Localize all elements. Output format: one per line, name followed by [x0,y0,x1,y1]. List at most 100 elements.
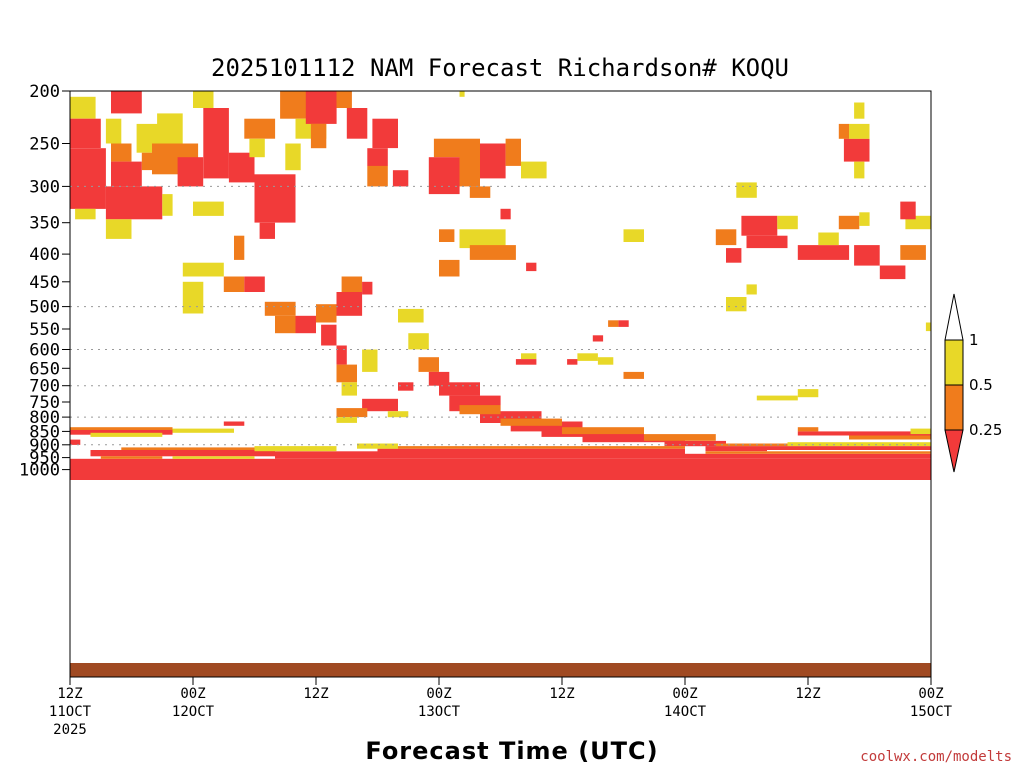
ytick-label: 500 [29,298,60,318]
ri-cell-orange [715,443,788,447]
ytick-label: 750 [29,393,60,413]
ri-cell-orange [608,320,619,327]
ri-cell-red [254,174,296,223]
ri-cell-orange [838,215,860,230]
ri-cell-red [398,382,414,391]
ri-cell-red [223,421,245,426]
colorbar-level-label: 0.5 [969,376,993,394]
ri-cell-red [582,435,685,443]
ytick-label: 250 [29,135,60,155]
ri-cell-red [746,235,788,249]
pressure-axis: 200 250 300 350 400 450 5005506006507007508008… [19,82,70,481]
ri-cell-yellow [193,91,214,108]
xtick-label: 12Z [57,686,82,702]
ri-cell-red [362,398,398,412]
xtick-label: 14OCT [664,704,707,720]
ri-cell-red [111,161,142,187]
ri-cell-yellow [925,322,931,332]
ri-cell-red [592,335,604,342]
ytick-label: 900 [29,436,60,456]
ri-cell-orange [715,229,737,246]
ri-cell-yellow [172,456,255,459]
ri-cell-yellow [854,161,865,179]
ri-cell-orange [838,123,850,139]
ri-cell-red [843,138,870,162]
ri-cell-yellow [521,353,537,359]
ri-cell-red [741,215,778,236]
ri-cell-orange [469,245,516,260]
ri-cell-orange [111,143,132,162]
xtick-label: 00Z [426,686,451,702]
xtick-label: 12OCT [172,704,215,720]
ri-cell-yellow [387,411,409,418]
ri-cell-red [305,91,337,124]
ri-cell-red [372,118,398,149]
xtick-label: 15OCT [910,704,953,720]
ri-cell-red [259,222,275,239]
ri-cell-orange [275,315,296,334]
ri-cell-orange [280,91,311,119]
ri-cell-red [797,245,850,260]
ri-cell-yellow [597,357,614,365]
ri-cell-red [797,431,931,436]
xtick-label: 12Z [303,686,328,702]
richardson-cells [70,91,931,480]
ri-cell-yellow [521,161,547,179]
time-axis: 12Z 11OCT 2025 00Z 12OCT 12Z 00Z 13OCT 12Z 00Z 14O… [49,677,953,738]
ri-cell-red [428,371,450,386]
ri-cell-yellow [849,123,870,139]
ri-cell-red [105,186,163,220]
ri-cell-orange [264,301,296,316]
ri-cell-red [177,157,204,187]
ri-cell-orange [705,451,931,454]
ri-cell-orange [341,276,363,292]
ytick-label: 300 [29,177,60,197]
ri-cell-red [392,170,409,187]
ri-cell-yellow [357,443,398,449]
colorbar-level-label: 0.25 [969,421,1002,439]
ri-cell-red [480,411,542,423]
ri-cell-yellow [172,428,234,433]
ri-cell-yellow [797,389,819,398]
ri-cell-red [900,201,916,220]
ri-cell-orange [562,427,644,435]
ri-cell-yellow [75,208,96,220]
ri-cell-red [295,315,316,334]
ri-cell-yellow [910,428,931,435]
ri-cell-orange [121,447,255,450]
ri-cell-red [567,359,578,365]
ri-cell-yellow [787,442,931,447]
ri-cell-yellow [193,201,224,216]
ri-cell-yellow [854,102,865,119]
ri-cell-red [767,446,931,450]
ri-cell-orange [500,418,562,426]
ri-cell-orange [505,138,521,166]
ytick-label: 700 [29,377,60,397]
ytick-label: 850 [29,422,60,442]
ri-cell-yellow [249,138,265,158]
ri-cell-red [439,382,480,396]
ri-cell-yellow [157,113,183,144]
x-axis-label: Forecast Time (UTC) [365,737,658,765]
ri-cell-yellow [105,118,122,144]
ri-cell-orange [900,245,926,260]
ri-cell-orange [418,357,439,372]
colorbar-legend: 1 0.5 0.25 [944,293,1002,473]
ri-cell-yellow [341,382,357,396]
ri-cell-red [664,440,726,447]
ri-cell-red [203,108,229,179]
ri-cell-yellow [285,143,301,171]
ri-cell-red [111,91,142,114]
plot-area [70,91,931,677]
ytick-label: 450 [29,273,60,293]
ri-cell-red [480,143,506,179]
ri-cell-red [705,446,767,452]
ri-cell-red [70,458,931,480]
ri-cell-red [515,359,537,365]
ri-cell-red [510,421,583,432]
ri-cell-red [377,448,685,459]
ri-cell-yellow [577,353,598,361]
ri-cell-orange [623,371,644,379]
